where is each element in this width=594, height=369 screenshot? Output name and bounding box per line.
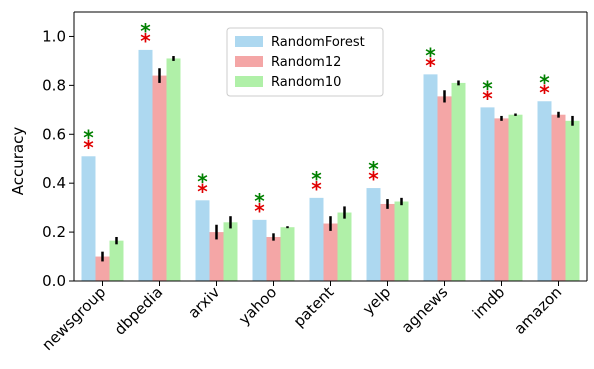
bar-arxiv-Random10 bbox=[223, 222, 238, 281]
legend-swatch-RandomForest bbox=[235, 36, 263, 47]
bar-newsgroup-RandomForest bbox=[81, 156, 96, 281]
significance-marker-green-amazon: * bbox=[539, 70, 550, 94]
legend-box bbox=[226, 27, 384, 97]
legend-label-RandomForest: RandomForest bbox=[271, 35, 365, 50]
legend-swatch-Random12 bbox=[235, 56, 263, 67]
bar-yahoo-Random12 bbox=[266, 236, 281, 281]
bar-yelp-RandomForest bbox=[366, 188, 381, 281]
bar-yahoo-Random10 bbox=[280, 227, 295, 281]
bar-agnews-Random10 bbox=[451, 82, 466, 281]
bar-imdb-RandomForest bbox=[480, 107, 495, 281]
bar-newsgroup-Random12 bbox=[95, 256, 110, 281]
significance-marker-green-yelp: * bbox=[368, 157, 379, 181]
bar-agnews-RandomForest bbox=[423, 74, 438, 281]
x-tick-label-imdb: imdb bbox=[469, 283, 508, 322]
x-tick-label-newsgroup: newsgroup bbox=[38, 283, 109, 354]
bar-amazon-Random10 bbox=[565, 120, 580, 281]
legend-label-Random12: Random12 bbox=[271, 55, 341, 70]
x-tick-label-agnews: agnews bbox=[398, 283, 452, 337]
significance-marker-red-agnews: * bbox=[425, 53, 436, 77]
x-tick-label-dbpedia: dbpedia bbox=[111, 283, 167, 339]
significance-marker-red-amazon: * bbox=[539, 80, 550, 104]
significance-marker-green-newsgroup: * bbox=[83, 125, 94, 149]
significance-marker-green-yahoo: * bbox=[254, 189, 265, 213]
x-tick-label-yelp: yelp bbox=[359, 283, 394, 318]
y-tick-label: 0.6 bbox=[42, 125, 66, 143]
y-tick-label: 0.2 bbox=[42, 223, 66, 241]
significance-marker-red-yahoo: * bbox=[254, 199, 265, 223]
bar-amazon-RandomForest bbox=[537, 101, 552, 281]
legend-swatch-Random10 bbox=[235, 76, 263, 87]
bar-arxiv-Random12 bbox=[209, 232, 224, 281]
significance-marker-green-patent: * bbox=[311, 167, 322, 191]
bar-agnews-Random12 bbox=[437, 96, 452, 281]
bar-newsgroup-Random10 bbox=[109, 240, 124, 281]
significance-marker-green-arxiv: * bbox=[197, 169, 208, 193]
bar-dbpedia-Random10 bbox=[166, 58, 181, 281]
bar-patent-Random12 bbox=[323, 223, 338, 281]
legend: RandomForest Random12 Random10 bbox=[226, 27, 384, 97]
significance-marker-green-agnews: * bbox=[425, 43, 436, 67]
bar-patent-Random10 bbox=[337, 212, 352, 281]
significance-marker-red-yelp: * bbox=[368, 167, 379, 191]
bar-dbpedia-Random12 bbox=[152, 75, 167, 281]
bar-yahoo-RandomForest bbox=[252, 219, 267, 281]
y-tick-label: 0.4 bbox=[42, 174, 66, 192]
bar-dbpedia-RandomForest bbox=[138, 49, 153, 282]
bar-arxiv-RandomForest bbox=[195, 200, 210, 281]
significance-marker-red-imdb: * bbox=[482, 86, 493, 110]
x-tick-label-arxiv: arxiv bbox=[185, 283, 224, 322]
y-tick-label: 0.0 bbox=[42, 272, 66, 290]
bar-imdb-Random12 bbox=[494, 118, 509, 281]
bar-imdb-Random10 bbox=[508, 114, 523, 281]
legend-label-Random10: Random10 bbox=[271, 75, 341, 90]
bar-patent-RandomForest bbox=[309, 197, 324, 281]
x-tick-label-amazon: amazon bbox=[510, 283, 565, 338]
y-tick-label: 1.0 bbox=[42, 27, 66, 45]
significance-marker-red-dbpedia: * bbox=[140, 29, 151, 53]
bar-amazon-Random12 bbox=[551, 114, 566, 281]
bar-yelp-Random10 bbox=[394, 201, 409, 281]
x-tick-label-yahoo: yahoo bbox=[235, 283, 280, 328]
significance-marker-green-dbpedia: * bbox=[140, 19, 151, 43]
significance-marker-red-patent: * bbox=[311, 177, 322, 201]
significance-marker-green-imdb: * bbox=[482, 76, 493, 100]
significance-marker-red-newsgroup: * bbox=[83, 135, 94, 159]
y-axis-title: Accuracy bbox=[9, 127, 27, 196]
x-tick-label-patent: patent bbox=[290, 283, 338, 331]
significance-marker-red-arxiv: * bbox=[197, 179, 208, 203]
y-tick-label: 0.8 bbox=[42, 76, 66, 94]
bar-yelp-Random12 bbox=[380, 203, 395, 281]
